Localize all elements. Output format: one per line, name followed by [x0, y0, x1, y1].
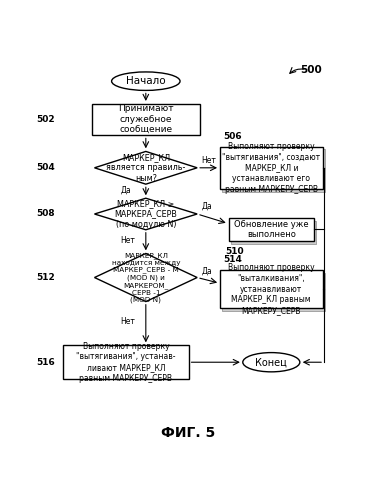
Text: 514: 514	[223, 255, 242, 264]
FancyBboxPatch shape	[220, 270, 323, 308]
Text: МАРКЕР_КЛ
находится между
МАРКЕР_СЕРВ - M
(MOD N) и
МАРКЕРОМ_
СЕРВ -1
(MOD N): МАРКЕР_КЛ находится между МАРКЕР_СЕРВ - …	[112, 252, 180, 303]
Text: 510: 510	[226, 246, 244, 256]
Text: Нет: Нет	[120, 236, 135, 244]
FancyBboxPatch shape	[222, 150, 325, 192]
Text: 516: 516	[36, 358, 54, 366]
FancyBboxPatch shape	[229, 218, 314, 241]
FancyBboxPatch shape	[63, 346, 188, 379]
Text: Да: Да	[201, 202, 212, 211]
Text: Конец: Конец	[255, 357, 287, 367]
FancyBboxPatch shape	[220, 146, 323, 189]
Text: 512: 512	[36, 273, 54, 282]
Ellipse shape	[112, 72, 180, 90]
FancyBboxPatch shape	[92, 104, 200, 136]
Text: 502: 502	[36, 115, 54, 124]
Text: Нет: Нет	[120, 318, 135, 326]
Text: 504: 504	[36, 164, 54, 172]
Polygon shape	[95, 198, 197, 230]
Polygon shape	[95, 254, 197, 302]
Text: Обновление уже
выполнено: Обновление уже выполнено	[234, 220, 309, 240]
Text: МАРКЕР_КЛ
является правиль-
ным?: МАРКЕР_КЛ является правиль- ным?	[106, 153, 185, 182]
FancyBboxPatch shape	[230, 220, 316, 244]
Text: 508: 508	[36, 210, 54, 218]
Text: Да: Да	[201, 266, 212, 276]
Text: Начало: Начало	[126, 76, 166, 86]
Ellipse shape	[243, 352, 300, 372]
Text: 500: 500	[300, 64, 322, 74]
Polygon shape	[95, 152, 197, 184]
FancyBboxPatch shape	[222, 272, 325, 311]
Text: Нет: Нет	[201, 156, 216, 165]
Text: Принимают
служебное
сообщение: Принимают служебное сообщение	[118, 104, 174, 135]
Text: 506: 506	[223, 132, 241, 141]
Text: Выполняют проверку
"вытягивания", устанав-
ливают МАРКЕР_КЛ
равным МАРКЕРУ_СЕРВ: Выполняют проверку "вытягивания", устана…	[76, 342, 176, 383]
Text: МАРКЕР_КЛ ≥
МАРКЕРА_СЕРВ
(по модулю N): МАРКЕР_КЛ ≥ МАРКЕРА_СЕРВ (по модулю N)	[114, 199, 177, 229]
Text: Да: Да	[120, 186, 131, 194]
Text: Выполняют проверку
"вытягивания", создают
МАРКЕР_КЛ и
устанавливают его
равным М: Выполняют проверку "вытягивания", создаю…	[222, 142, 321, 194]
Text: Выполняют проверку
"выталкивания",
устанавливают
МАРКЕР_КЛ равным
МАРКЕРУ_СЕРВ: Выполняют проверку "выталкивания", устан…	[228, 263, 315, 315]
Text: ФИГ. 5: ФИГ. 5	[162, 426, 216, 440]
